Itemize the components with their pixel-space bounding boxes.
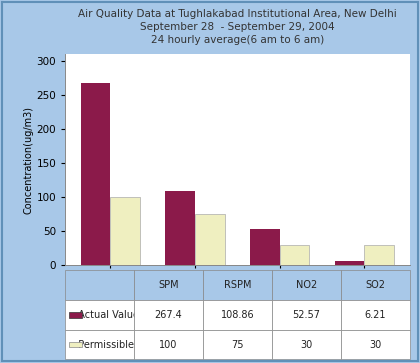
Bar [364,245,394,265]
Bar [195,214,225,265]
Bar [335,261,364,265]
Bar [110,197,140,265]
Bar [165,191,195,265]
Bar [250,229,280,265]
Y-axis label: Concentration(ug/m3): Concentration(ug/m3) [24,106,34,214]
Bar [81,83,110,265]
Bar [280,245,309,265]
Bar [69,342,81,347]
Text: Air Quality Data at Tughlakabad Institutional Area, New Delhi
September 28  - Se: Air Quality Data at Tughlakabad Institut… [78,9,396,45]
Bar [69,312,81,318]
